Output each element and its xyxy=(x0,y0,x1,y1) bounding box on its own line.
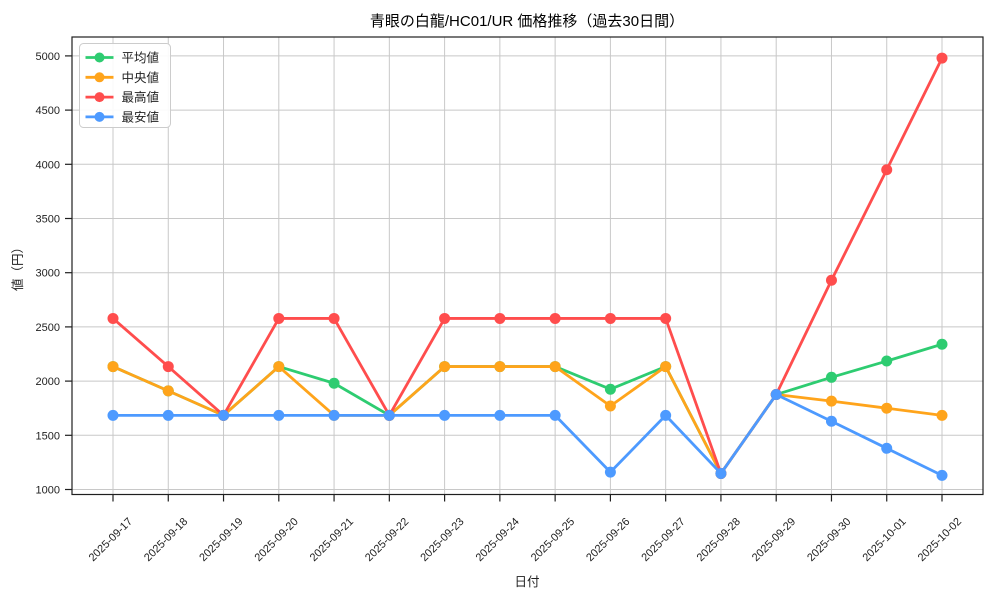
legend-item-average: 平均値 xyxy=(85,50,160,65)
y-tick-label: 2000 xyxy=(36,376,60,388)
data-point-min xyxy=(881,442,893,454)
series-median xyxy=(107,361,948,479)
data-point-max xyxy=(660,312,672,324)
data-point-max xyxy=(439,312,451,324)
data-point-median xyxy=(549,361,561,373)
x-tick-label: 2025-09-30 xyxy=(805,516,853,564)
data-point-max xyxy=(936,52,948,64)
legend-label-max: 最高値 xyxy=(122,90,160,105)
series-min xyxy=(107,389,948,481)
plot-area-border xyxy=(71,36,984,496)
data-point-median xyxy=(273,361,285,373)
legend-marker-max xyxy=(94,92,105,103)
y-axis-label: 値（円） xyxy=(10,241,25,291)
x-tick-label: 2025-10-01 xyxy=(860,516,908,564)
legend-box xyxy=(79,43,171,128)
data-point-median xyxy=(494,361,506,373)
x-tick-label: 2025-09-28 xyxy=(695,516,743,564)
x-tick-label: 2025-09-26 xyxy=(584,516,632,564)
data-point-average xyxy=(825,371,837,383)
data-point-median xyxy=(936,409,948,421)
series-layer xyxy=(107,52,948,481)
series-average xyxy=(107,338,948,479)
series-line-average xyxy=(111,342,944,475)
x-tick-label: 2025-09-23 xyxy=(418,516,466,564)
legend-label-average: 平均値 xyxy=(122,50,160,65)
legend-item-min: 最安値 xyxy=(85,109,160,124)
data-point-min xyxy=(936,469,948,481)
y-tick-label: 3000 xyxy=(36,268,60,280)
data-point-min xyxy=(604,466,616,478)
data-point-max xyxy=(328,312,340,324)
x-tick-label: 2025-09-18 xyxy=(142,516,190,564)
x-axis-label: 日付 xyxy=(514,575,539,589)
data-point-max xyxy=(273,312,285,324)
data-point-median xyxy=(660,361,672,373)
x-tick-label: 2025-09-29 xyxy=(750,516,798,564)
data-point-max xyxy=(881,164,893,176)
series-line-median xyxy=(111,365,944,475)
legend-label-min: 最安値 xyxy=(122,109,160,124)
x-tick-label: 2025-09-24 xyxy=(474,516,522,564)
data-point-average xyxy=(881,355,893,367)
x-tick-label: 2025-09-21 xyxy=(308,516,356,564)
data-point-max xyxy=(604,312,616,324)
legend-marker-average xyxy=(94,52,105,63)
axis-layer: 1000 1500 2000 2500 3000 3500 4000 4500 5000 2025… xyxy=(36,36,984,564)
y-tick-label: 5000 xyxy=(36,51,60,63)
data-point-median xyxy=(439,361,451,373)
data-point-median xyxy=(881,402,893,414)
data-point-min xyxy=(273,409,285,421)
data-point-min xyxy=(218,409,230,421)
data-point-min xyxy=(107,409,119,421)
data-point-min xyxy=(162,409,174,421)
x-tick-label: 2025-09-27 xyxy=(639,516,687,564)
y-tick-label: 3500 xyxy=(36,214,60,226)
x-tick-label: 2025-10-02 xyxy=(916,516,964,564)
x-tick-label: 2025-09-25 xyxy=(529,516,577,564)
x-tick-label: 2025-09-22 xyxy=(363,516,411,564)
data-point-min xyxy=(549,409,561,421)
data-point-min xyxy=(328,409,340,421)
y-tick-label: 1000 xyxy=(36,485,60,497)
legend-item-max: 最高値 xyxy=(85,90,160,105)
y-tick-label: 1500 xyxy=(36,430,60,442)
legend-marker-min xyxy=(94,111,105,122)
data-point-max xyxy=(825,274,837,286)
data-point-average xyxy=(604,383,616,395)
chart-title: 青眼の白龍/HC01/UR 価格推移（過去30日間） xyxy=(370,13,684,30)
x-tick-label: 2025-09-17 xyxy=(87,516,135,564)
data-point-min xyxy=(715,467,727,479)
series-line-min xyxy=(111,393,944,477)
data-point-average xyxy=(328,377,340,389)
legend-label-median: 中央値 xyxy=(122,70,160,85)
legend-marker-median xyxy=(94,72,105,83)
y-tick-label: 2500 xyxy=(36,322,60,334)
data-point-min xyxy=(494,409,506,421)
data-point-max xyxy=(107,312,119,324)
data-point-min xyxy=(770,389,782,401)
data-point-min xyxy=(660,409,672,421)
data-point-min xyxy=(383,409,395,421)
data-point-max xyxy=(162,361,174,373)
y-tick-label: 4500 xyxy=(36,105,60,117)
x-tick-label: 2025-09-19 xyxy=(197,516,245,564)
data-point-median xyxy=(604,400,616,412)
data-point-average xyxy=(936,338,948,350)
grid-layer xyxy=(72,37,983,495)
series-line-max xyxy=(111,56,944,475)
data-point-min xyxy=(825,415,837,427)
data-point-median xyxy=(162,385,174,397)
data-point-min xyxy=(439,409,451,421)
x-tick-label: 2025-09-20 xyxy=(253,516,301,564)
data-point-max xyxy=(494,312,506,324)
data-point-median xyxy=(107,361,119,373)
legend-item-median: 中央値 xyxy=(85,70,160,85)
data-point-median xyxy=(825,395,837,407)
y-tick-label: 4000 xyxy=(36,159,60,171)
data-point-max xyxy=(549,312,561,324)
